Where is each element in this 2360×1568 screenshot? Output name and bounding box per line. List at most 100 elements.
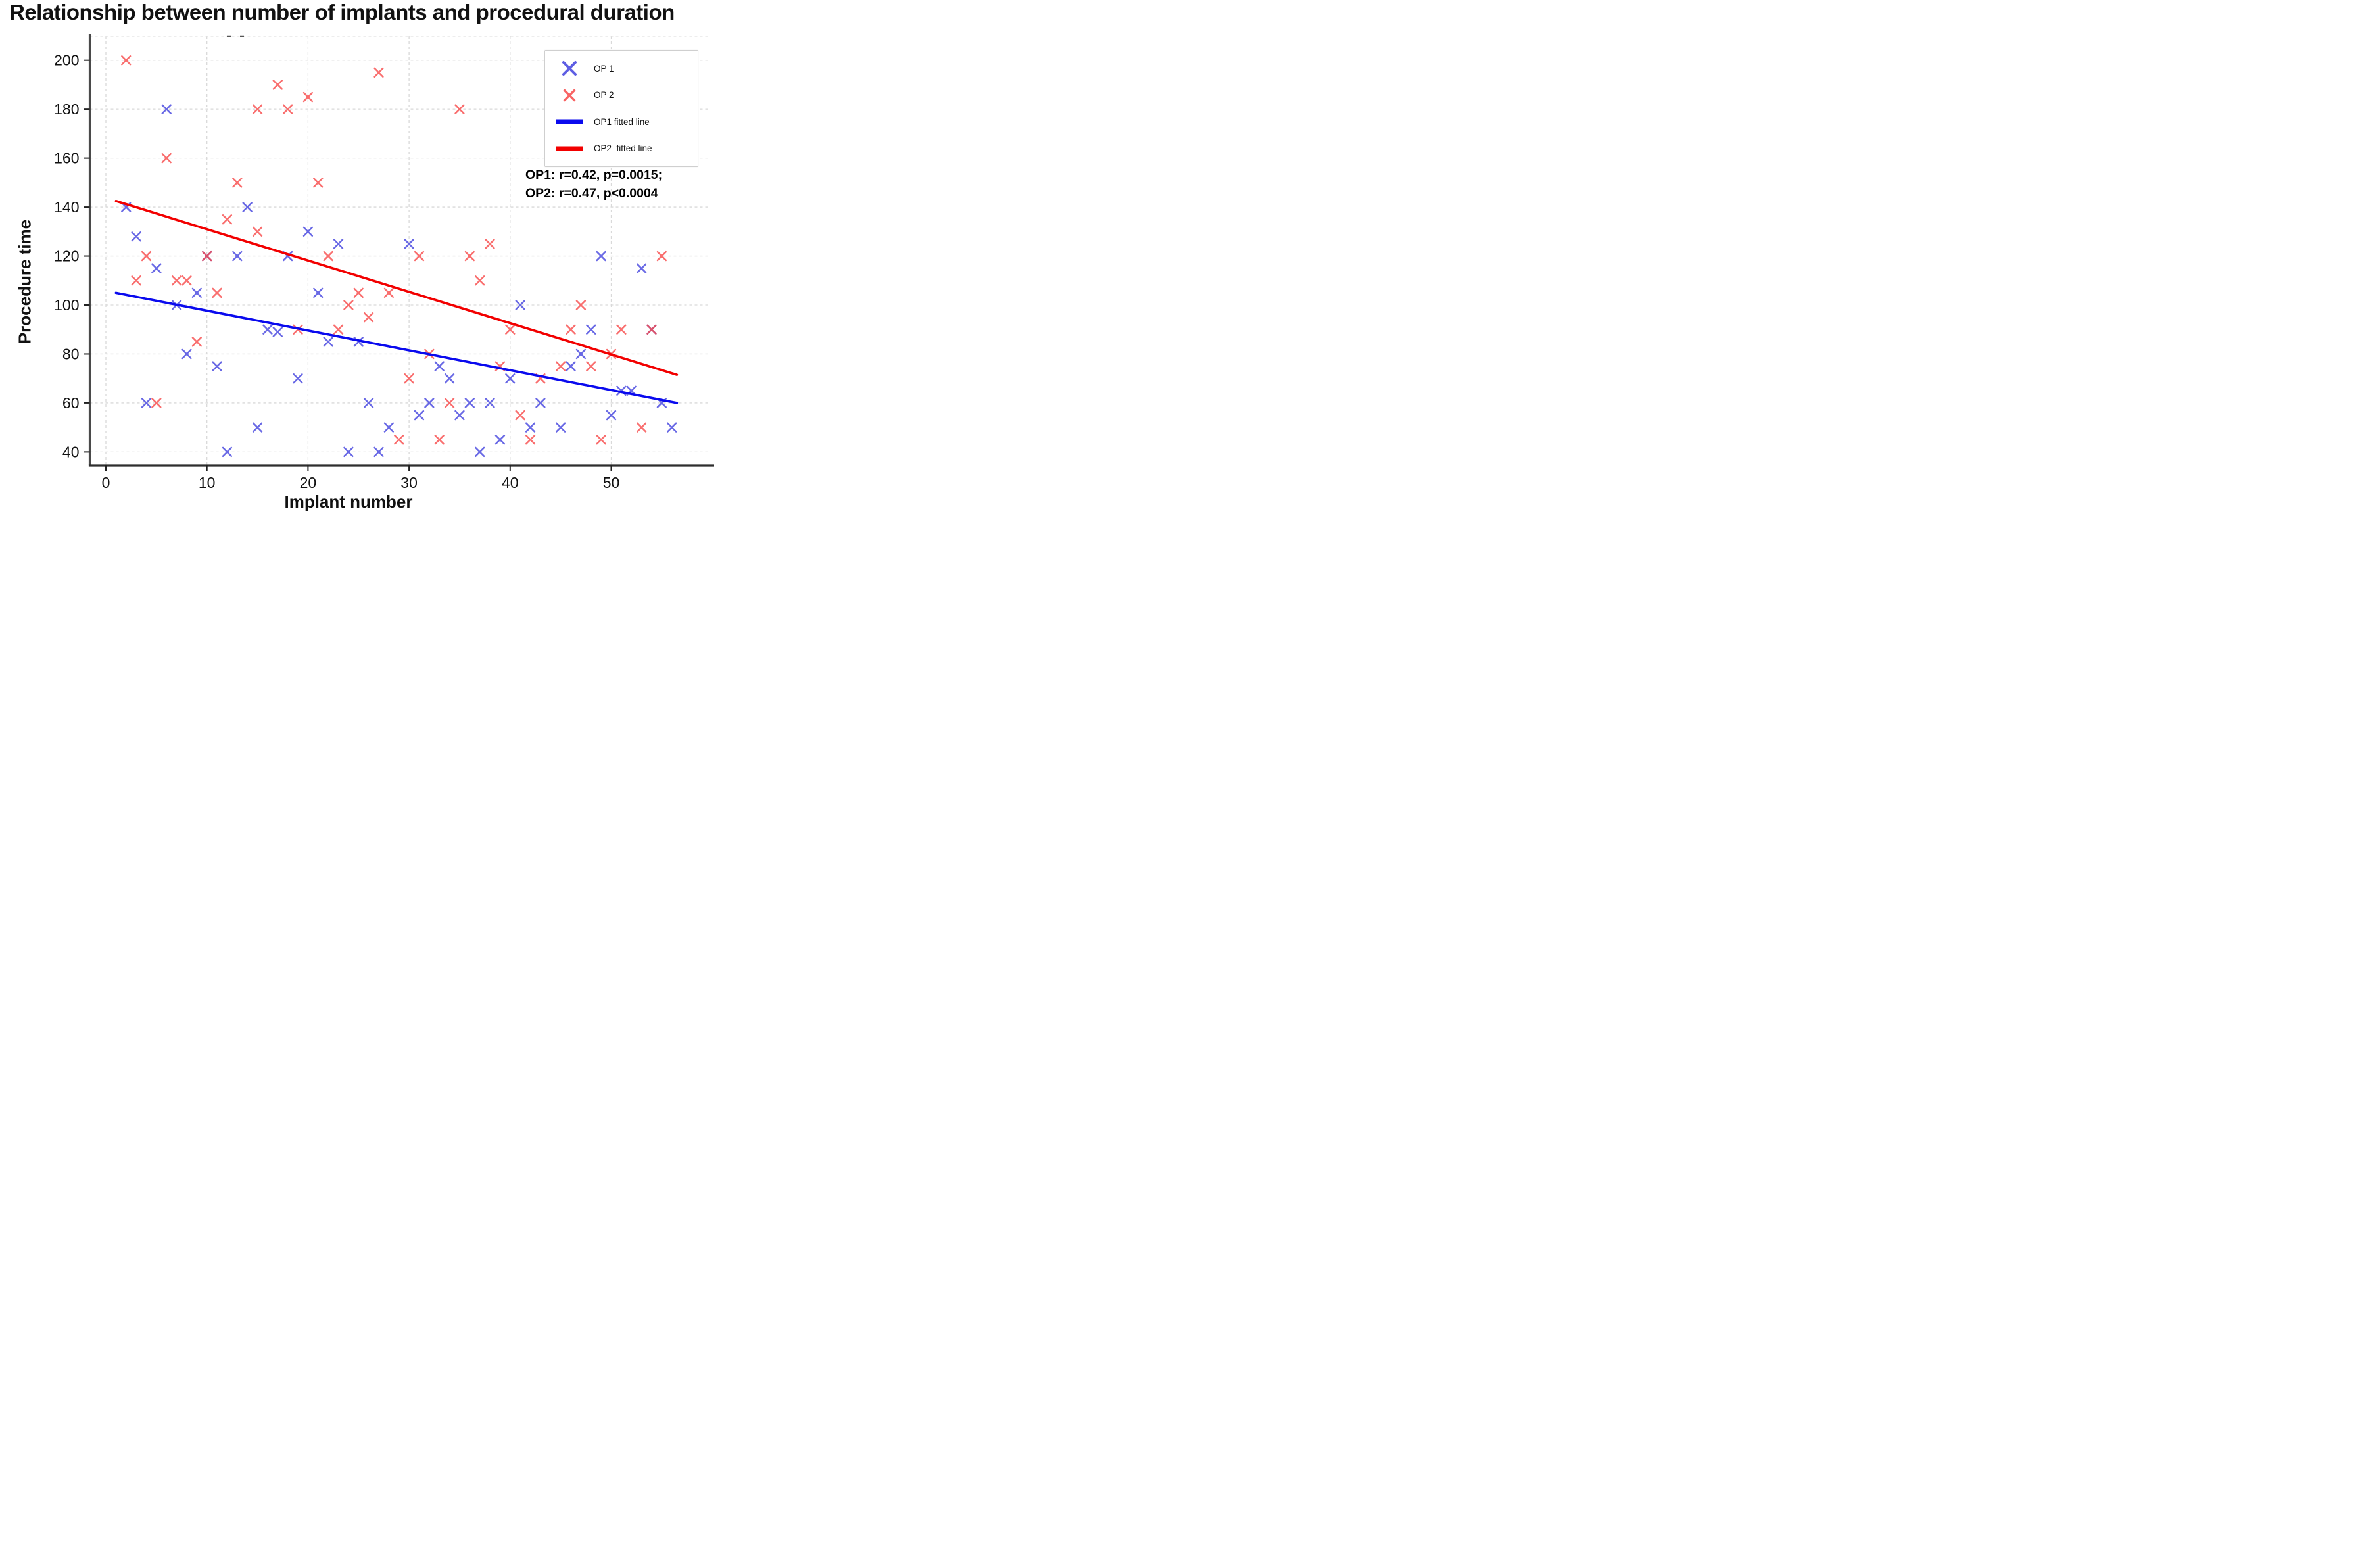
scatter-point-op2 xyxy=(525,435,536,445)
scatter-point-op2 xyxy=(181,275,192,286)
scatter-point-op1 xyxy=(242,202,253,212)
y-axis-title: Procedure time xyxy=(14,219,35,344)
x-tick-label: 30 xyxy=(400,474,418,491)
scatter-point-op1 xyxy=(373,446,384,458)
scatter-point-op2 xyxy=(252,104,263,114)
scatter-point-op2 xyxy=(131,275,141,286)
scatter-point-op2 xyxy=(404,373,414,384)
legend-item-2: OP 2 xyxy=(545,84,698,107)
scatter-point-op1 xyxy=(596,250,606,262)
scatter-point-op2 xyxy=(212,287,222,298)
op2-fitted-line xyxy=(114,199,679,376)
scatter-point-op2 xyxy=(121,55,132,66)
scatter-point-op2 xyxy=(434,435,445,445)
legend-item-label: OP2 fitted line xyxy=(594,143,652,154)
legend-item-3: OP1 fitted line xyxy=(545,110,698,133)
scatter-point-op1 xyxy=(485,398,495,408)
scatter-point-op1 xyxy=(535,398,546,408)
scatter-point-op2 xyxy=(383,287,395,298)
annotation-op1: OP1: r=0.42, p=0.0015; xyxy=(525,168,663,182)
scatter-point-op2 xyxy=(596,435,606,445)
scatter-point-op2 xyxy=(222,214,233,225)
scatter-point-op2 xyxy=(283,104,293,114)
scatter-point-op1 xyxy=(606,410,617,421)
scatter-point-op1 xyxy=(222,446,233,458)
scatter-point-op2 xyxy=(191,337,202,347)
scatter-point-op1 xyxy=(515,300,525,310)
y-tick-label: 200 xyxy=(54,52,79,69)
annotation-op2: OP2: r=0.47, p<0.0004 xyxy=(525,186,658,201)
scatter-point-op1 xyxy=(414,410,425,421)
y-tick-label: 180 xyxy=(54,101,79,118)
op1-fitted-line xyxy=(114,291,679,404)
scatter-point-op1 xyxy=(636,263,647,273)
chart-page: Relationship between number of implants … xyxy=(0,0,786,523)
scatter-point-op2 xyxy=(556,361,566,371)
x-tick-label: 20 xyxy=(300,474,317,491)
scatter-point-op1 xyxy=(424,398,435,408)
scatter-point-op1 xyxy=(161,104,172,114)
x-axis-title: Implant number xyxy=(284,492,413,511)
legend-box: OP 1 OP 2 OP1 fitted line OP2 fitted lin… xyxy=(544,50,698,167)
scatter-point-op1 xyxy=(232,250,243,262)
y-tick-label: 160 xyxy=(54,150,79,167)
scatter-point-op2 xyxy=(505,324,516,335)
legend-x-marker-icon xyxy=(545,60,594,77)
scatter-point-op1 xyxy=(667,422,677,433)
legend-x-marker-icon xyxy=(545,87,594,104)
scatter-point-op2 xyxy=(444,398,455,408)
scatter-point-op1 xyxy=(302,226,314,237)
scatter-point-op1 xyxy=(454,410,465,421)
scatter-point-op2 xyxy=(272,80,283,90)
scatter-point-op2 xyxy=(302,91,314,103)
scatter-point-op2 xyxy=(353,287,364,298)
scatter-point-op2 xyxy=(515,410,525,421)
scatter-point-op1 xyxy=(151,263,162,273)
legend-item-4: OP2 fitted line xyxy=(545,137,698,160)
scatter-point-op1 xyxy=(444,373,455,384)
x-tick-label: 0 xyxy=(102,474,110,491)
legend-item-label: OP 2 xyxy=(594,90,614,101)
x-tick-label: 50 xyxy=(603,474,620,491)
scatter-point-op1 xyxy=(464,398,475,408)
scatter-point-op1 xyxy=(191,287,202,298)
scatter-point-op2 xyxy=(475,275,485,286)
scatter-point-op2 xyxy=(323,250,333,262)
scatter-point-op2 xyxy=(485,239,495,249)
correlation-annotation: OP1: r=0.42, p=0.0015; OP2: r=0.47, p<0.… xyxy=(525,166,662,203)
scatter-point-op2 xyxy=(454,104,465,114)
y-tick-label: 120 xyxy=(54,248,79,265)
scatter-point-op1 xyxy=(272,327,283,337)
y-tick-label: 100 xyxy=(54,297,79,314)
scatter-plot-canvas: 200 180 160 140 120 100 80 60 40 0 10 20 30 40 50 xyxy=(54,34,714,491)
scatter-point-op2 xyxy=(646,324,657,335)
legend-line-swatch-icon xyxy=(545,118,594,126)
scatter-point-op1 xyxy=(131,231,141,242)
scatter-point-op1 xyxy=(434,361,445,371)
scatter-point-op2 xyxy=(363,312,374,323)
scatter-point-op1 xyxy=(475,446,485,458)
scatter-point-op1 xyxy=(383,422,395,433)
scatter-point-op2 xyxy=(252,226,263,237)
scatter-point-op2 xyxy=(636,422,647,433)
scatter-point-op1 xyxy=(586,324,596,335)
legend-item-label: OP 1 xyxy=(594,63,614,74)
x-tick-label: 40 xyxy=(502,474,519,491)
scatter-point-op2 xyxy=(232,178,243,188)
y-tick-label: 80 xyxy=(62,345,80,362)
y-tick-label: 40 xyxy=(62,443,80,460)
scatter-point-op2 xyxy=(586,361,596,371)
scatter-point-op2 xyxy=(161,153,172,164)
scatter-point-op2 xyxy=(373,67,384,78)
scatter-point-op1 xyxy=(363,398,374,408)
scatter-point-op1 xyxy=(141,398,152,408)
scatter-point-op2 xyxy=(616,324,627,335)
scatter-point-op1 xyxy=(181,348,192,360)
scatter-point-op2 xyxy=(656,250,667,262)
scatter-point-op1 xyxy=(343,446,354,458)
scatter-point-op1 xyxy=(333,239,344,249)
scatter-point-op1 xyxy=(575,348,587,360)
scatter-point-op1 xyxy=(212,361,222,371)
scatter-point-op2 xyxy=(141,250,152,262)
scatter-point-op2 xyxy=(575,300,587,310)
